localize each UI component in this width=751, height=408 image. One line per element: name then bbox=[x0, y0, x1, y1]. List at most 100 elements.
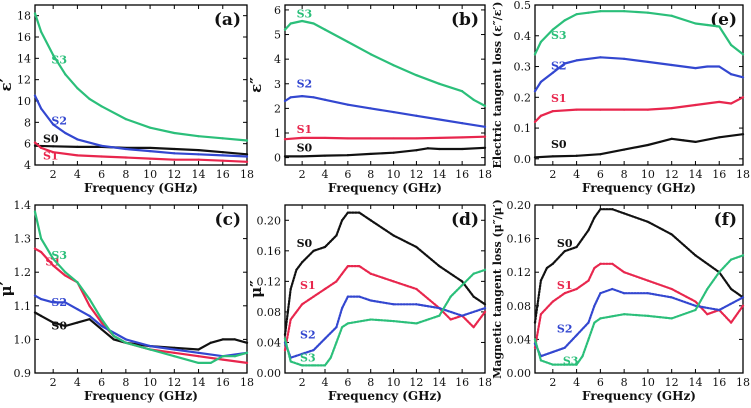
data-point bbox=[323, 287, 327, 291]
data-point bbox=[173, 158, 176, 161]
data-point bbox=[575, 245, 578, 249]
data-point bbox=[221, 154, 224, 157]
data-point bbox=[392, 64, 395, 67]
data-point bbox=[438, 136, 441, 140]
data-point bbox=[623, 212, 626, 215]
data-point bbox=[718, 308, 721, 312]
data-point bbox=[730, 73, 733, 76]
data-point bbox=[438, 118, 441, 121]
x-tick-label: 2 bbox=[50, 376, 57, 389]
data-point bbox=[100, 318, 103, 321]
y-tick-label: 0.20 bbox=[257, 214, 282, 227]
data-point bbox=[392, 151, 395, 154]
data-point bbox=[575, 363, 578, 366]
data-point bbox=[563, 62, 566, 65]
data-point bbox=[100, 328, 103, 331]
data-point bbox=[88, 297, 91, 301]
x-tick-label: 16 bbox=[455, 376, 469, 389]
data-point bbox=[283, 333, 287, 336]
series-s2: S2 bbox=[33, 94, 249, 158]
y-tick-label: 1.1 bbox=[14, 300, 32, 313]
chart-f: 2 4 6 8 10 12 14 16 18 0.00 0.04 0.08 0.12 0.16 0.20 Fr… bbox=[491, 199, 750, 403]
series-s1: S1 bbox=[533, 262, 745, 349]
data-point bbox=[587, 229, 590, 232]
data-point bbox=[173, 355, 176, 358]
x-tick-label: 12 bbox=[167, 168, 181, 181]
data-point bbox=[415, 322, 418, 325]
series-label: S2 bbox=[300, 329, 316, 342]
series-s3: S3 bbox=[33, 210, 249, 365]
data-point bbox=[483, 268, 487, 272]
series-s0: S0 bbox=[283, 211, 487, 336]
data-point bbox=[245, 153, 249, 156]
data-point bbox=[197, 351, 200, 354]
data-point bbox=[730, 102, 733, 105]
x-tick-label: 14 bbox=[432, 168, 446, 181]
data-point bbox=[718, 100, 721, 104]
data-point bbox=[341, 272, 344, 275]
data-point bbox=[670, 63, 673, 67]
data-point bbox=[438, 82, 441, 85]
data-point bbox=[611, 287, 614, 291]
data-point bbox=[52, 54, 55, 57]
data-point bbox=[369, 137, 372, 140]
x-axis-label: Frequency (GHz) bbox=[84, 181, 198, 195]
x-tick-label: 4 bbox=[573, 168, 580, 181]
data-point bbox=[233, 338, 236, 341]
data-point bbox=[718, 25, 721, 28]
y-axis-label: Electric tangent loss (ε″/ε′) bbox=[491, 2, 504, 169]
data-point bbox=[670, 296, 673, 299]
y-tick-label: 10 bbox=[17, 95, 31, 108]
data-point bbox=[52, 301, 55, 304]
series-line-s0 bbox=[33, 144, 249, 156]
x-tick-label: 18 bbox=[240, 168, 254, 181]
data-point bbox=[741, 96, 745, 99]
data-point bbox=[551, 350, 554, 354]
y-tick-label: 1.3 bbox=[14, 233, 32, 246]
series-s2: S2 bbox=[533, 56, 745, 93]
data-point bbox=[100, 324, 103, 328]
series-line-s2 bbox=[533, 56, 745, 93]
x-tick-label: 12 bbox=[665, 168, 679, 181]
data-point bbox=[533, 90, 537, 93]
data-point bbox=[312, 249, 315, 252]
data-point bbox=[623, 57, 626, 60]
x-tick-label: 10 bbox=[641, 376, 655, 389]
data-point bbox=[323, 136, 327, 140]
data-point bbox=[670, 287, 673, 291]
data-point bbox=[730, 321, 733, 324]
y-tick-label: 0.00 bbox=[257, 367, 282, 380]
y-tick-label: 2 bbox=[274, 102, 281, 115]
x-tick-label: 6 bbox=[344, 376, 351, 389]
x-tick-label: 8 bbox=[621, 168, 628, 181]
data-point bbox=[358, 211, 361, 214]
data-point bbox=[563, 250, 566, 253]
data-point bbox=[289, 287, 292, 291]
series-label: S1 bbox=[297, 123, 313, 136]
data-point bbox=[52, 151, 55, 154]
y-tick-label: 0.2 bbox=[514, 91, 532, 104]
data-point bbox=[694, 140, 697, 144]
series-s3: S3 bbox=[283, 7, 487, 108]
x-tick-label: 4 bbox=[573, 376, 580, 389]
data-point bbox=[346, 295, 349, 298]
series-line-s2 bbox=[283, 295, 487, 359]
data-point bbox=[706, 23, 709, 27]
series-line-s2 bbox=[33, 94, 249, 158]
x-tick-label: 2 bbox=[50, 168, 57, 181]
data-point bbox=[209, 361, 212, 365]
data-point bbox=[88, 304, 91, 307]
data-point bbox=[461, 122, 464, 125]
y-tick-label: 8 bbox=[24, 116, 31, 129]
data-point bbox=[533, 321, 537, 324]
y-tick-label: 0.08 bbox=[507, 300, 532, 313]
data-point bbox=[88, 314, 91, 317]
series-line-s0 bbox=[533, 133, 745, 159]
series-s1: S1 bbox=[283, 123, 487, 141]
x-tick-label: 6 bbox=[344, 168, 351, 181]
data-point bbox=[39, 107, 43, 110]
data-point bbox=[587, 338, 590, 341]
data-point bbox=[124, 338, 127, 341]
data-point bbox=[533, 156, 537, 159]
data-point bbox=[623, 108, 626, 111]
